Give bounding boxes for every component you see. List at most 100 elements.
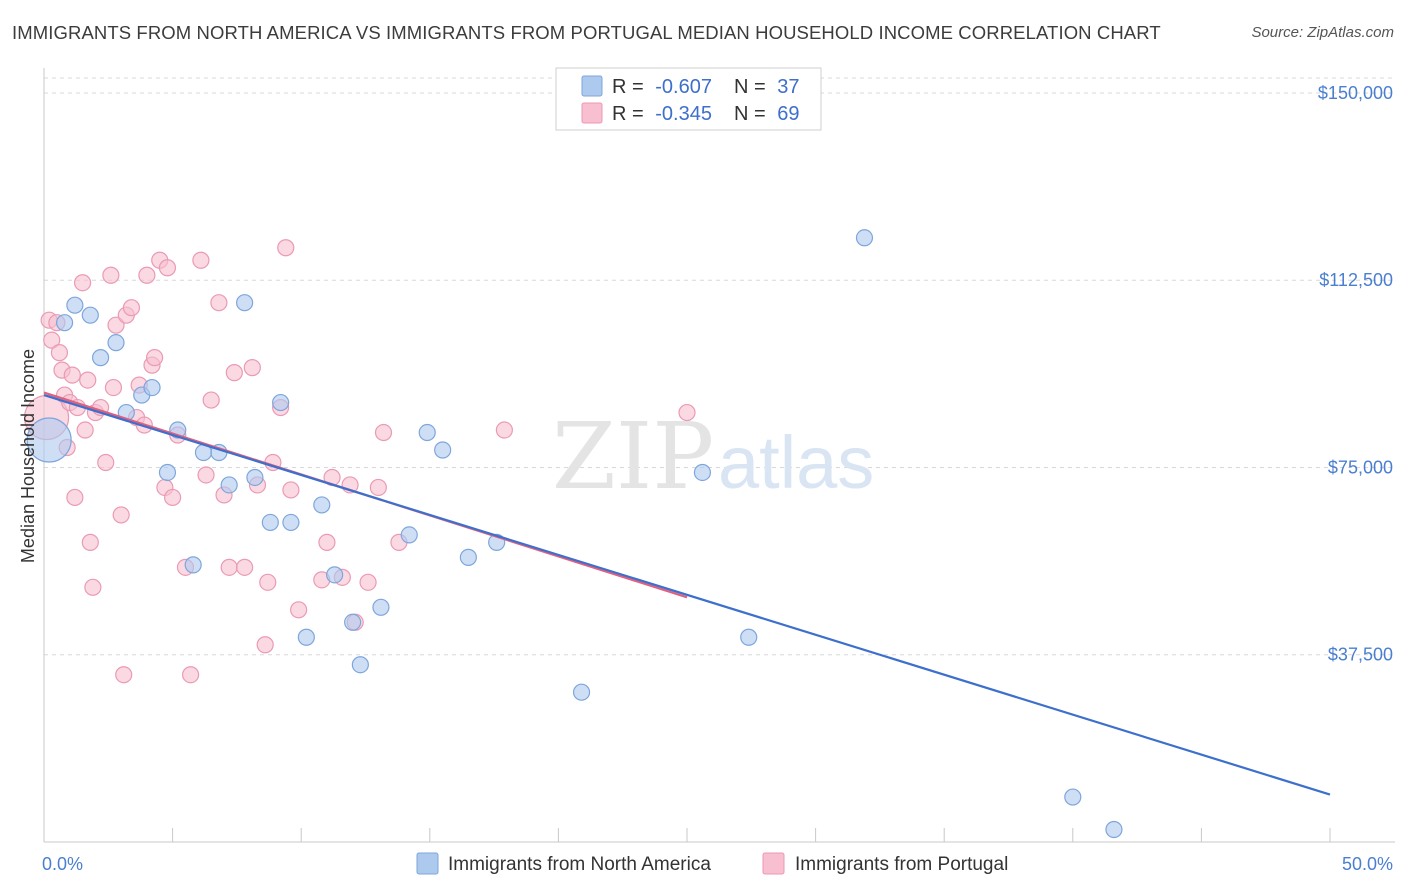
north-america-point-3	[81, 306, 99, 324]
north-america-point-19	[282, 513, 300, 532]
portugal-point-36	[164, 488, 182, 507]
legend-n-label: N =	[734, 76, 766, 98]
portugal-point-48	[243, 359, 261, 377]
north-america-point-33	[740, 628, 758, 646]
portugal-point-2	[43, 331, 61, 349]
legend-swatch-blue	[581, 75, 603, 97]
portugal-point-32	[145, 349, 164, 367]
north-america-point-14	[220, 476, 238, 494]
series-legend: Immigrants from North America Immigrants…	[416, 852, 1008, 875]
north-america-point-31	[572, 683, 591, 701]
y-tick-label-3: $150,000	[1318, 83, 1393, 103]
north-america-points	[26, 229, 1123, 839]
portugal-point-30	[138, 266, 156, 284]
legend-r-value-blue: -0.607	[655, 76, 712, 98]
zipatlas-watermark: ZIP atlas	[552, 403, 874, 510]
portugal-point-10	[66, 488, 84, 507]
svg-text:N = 37: N = 37	[734, 76, 800, 98]
portugal-point-21	[104, 378, 123, 397]
portugal-point-47	[236, 558, 254, 576]
north-america-point-1	[55, 314, 74, 332]
north-america-trend-line	[43, 394, 1331, 796]
north-america-point-4	[91, 349, 110, 367]
x-tick-label-min: 0.0%	[42, 854, 83, 874]
north-america-point-32	[693, 463, 712, 482]
portugal-point-56	[290, 601, 308, 619]
source-credit: Source: ZipAtlas.com	[1251, 24, 1394, 41]
series-legend-label-pink: Immigrants from Portugal	[795, 854, 1008, 875]
legend-r-value-pink: -0.345	[655, 103, 712, 125]
portugal-point-26	[122, 299, 141, 317]
portugal-point-20	[102, 266, 120, 284]
svg-text:R = -0.345: R = -0.345	[612, 103, 712, 125]
north-america-point-20	[297, 628, 315, 646]
portugal-point-43	[210, 294, 228, 312]
y-tick-label-1: $75,000	[1328, 457, 1393, 477]
north-america-point-28	[434, 441, 452, 459]
portugal-point-19	[97, 453, 115, 472]
portugal-point-16	[84, 578, 102, 596]
north-america-point-24	[351, 656, 369, 674]
north-america-point-9	[158, 463, 177, 482]
north-america-point-15	[236, 294, 254, 312]
portugal-point-9	[63, 366, 81, 384]
north-america-point-21	[313, 496, 331, 514]
portugal-points	[23, 239, 696, 684]
legend-n-label-2: N =	[734, 103, 766, 125]
correlation-legend: R = -0.607 N = 37 R = -0.345 N = 69	[555, 67, 822, 131]
legend-swatch-pink	[581, 102, 603, 124]
portugal-point-68	[678, 403, 696, 422]
north-america-point-2	[66, 296, 84, 314]
north-america-point-22	[326, 566, 344, 584]
portugal-point-24	[115, 666, 133, 684]
north-america-point-34	[855, 229, 874, 247]
legend-r-label: R =	[612, 76, 644, 98]
north-america-point-23	[344, 613, 362, 631]
portugal-point-65	[374, 423, 393, 442]
north-america-point-35	[1064, 788, 1082, 806]
north-america-point-8	[143, 378, 161, 397]
north-america-point-17	[261, 513, 279, 532]
portugal-point-14	[79, 371, 97, 389]
portugal-point-4	[50, 344, 69, 362]
portugal-point-22	[107, 316, 125, 334]
north-america-point-26	[400, 526, 418, 544]
portugal-point-51	[259, 573, 277, 591]
north-america-point-25	[372, 598, 390, 616]
north-america-point-36	[1105, 820, 1123, 839]
x-tick-label-max: 50.0%	[1342, 854, 1393, 874]
portugal-point-58	[318, 533, 336, 551]
north-america-point-18	[272, 393, 290, 412]
portugal-point-15	[81, 533, 99, 551]
portugal-point-40	[192, 251, 210, 269]
north-america-point-11	[184, 556, 202, 574]
north-america-point-5	[107, 334, 125, 352]
north-america-point-27	[418, 423, 436, 442]
series-legend-swatch-blue	[416, 852, 439, 875]
series-legend-label-blue: Immigrants from North America	[448, 854, 711, 875]
y-axis-title: Median Household Income	[18, 349, 38, 563]
portugal-point-50	[256, 636, 274, 654]
tick-labels: $37,500 $75,000 $112,500 $150,000 0.0% 50.0%	[42, 83, 1393, 874]
legend-n-value-pink: 69	[777, 103, 799, 125]
portugal-point-63	[359, 573, 377, 591]
north-america-point-29	[459, 548, 477, 566]
portugal-point-12	[73, 274, 92, 292]
north-america-point-0	[26, 417, 72, 463]
portugal-point-41	[197, 466, 215, 484]
y-tick-label-2: $112,500	[1319, 270, 1393, 290]
portugal-point-45	[220, 558, 238, 576]
portugal-point-42	[202, 391, 220, 409]
svg-text:R = -0.607: R = -0.607	[612, 76, 712, 98]
portugal-point-46	[225, 364, 243, 382]
series-legend-swatch-pink	[762, 852, 785, 875]
legend-r-label-2: R =	[612, 103, 644, 125]
portugal-point-55	[282, 481, 300, 499]
north-america-point-16	[246, 468, 264, 487]
portugal-point-39	[182, 666, 200, 684]
trend-lines	[43, 391, 1331, 796]
portugal-point-13	[76, 421, 94, 439]
svg-text:N = 69: N = 69	[734, 103, 800, 125]
portugal-point-35	[158, 259, 177, 277]
